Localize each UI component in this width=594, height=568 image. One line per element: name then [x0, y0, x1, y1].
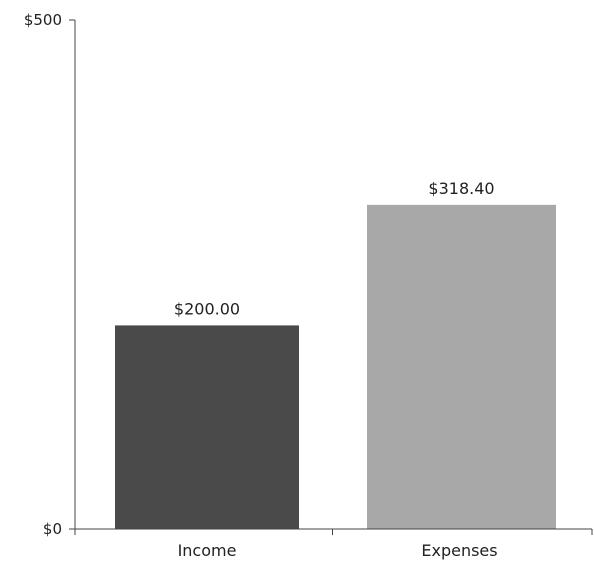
bars [115, 204, 556, 529]
data-labels: $200.00 $318.40 [174, 179, 495, 319]
y-tick-label-500: $500 [24, 11, 62, 29]
x-axis: Income Expenses [74, 528, 593, 560]
bar-expenses [367, 204, 556, 529]
y-axis: $0 $500 [24, 11, 76, 538]
data-label-expenses: $318.40 [428, 179, 494, 198]
bar-income [115, 325, 299, 529]
y-tick-label-0: $0 [43, 520, 62, 538]
data-label-income: $200.00 [174, 299, 240, 318]
x-category-label-expenses: Expenses [421, 541, 497, 560]
x-category-label-income: Income [178, 541, 237, 560]
